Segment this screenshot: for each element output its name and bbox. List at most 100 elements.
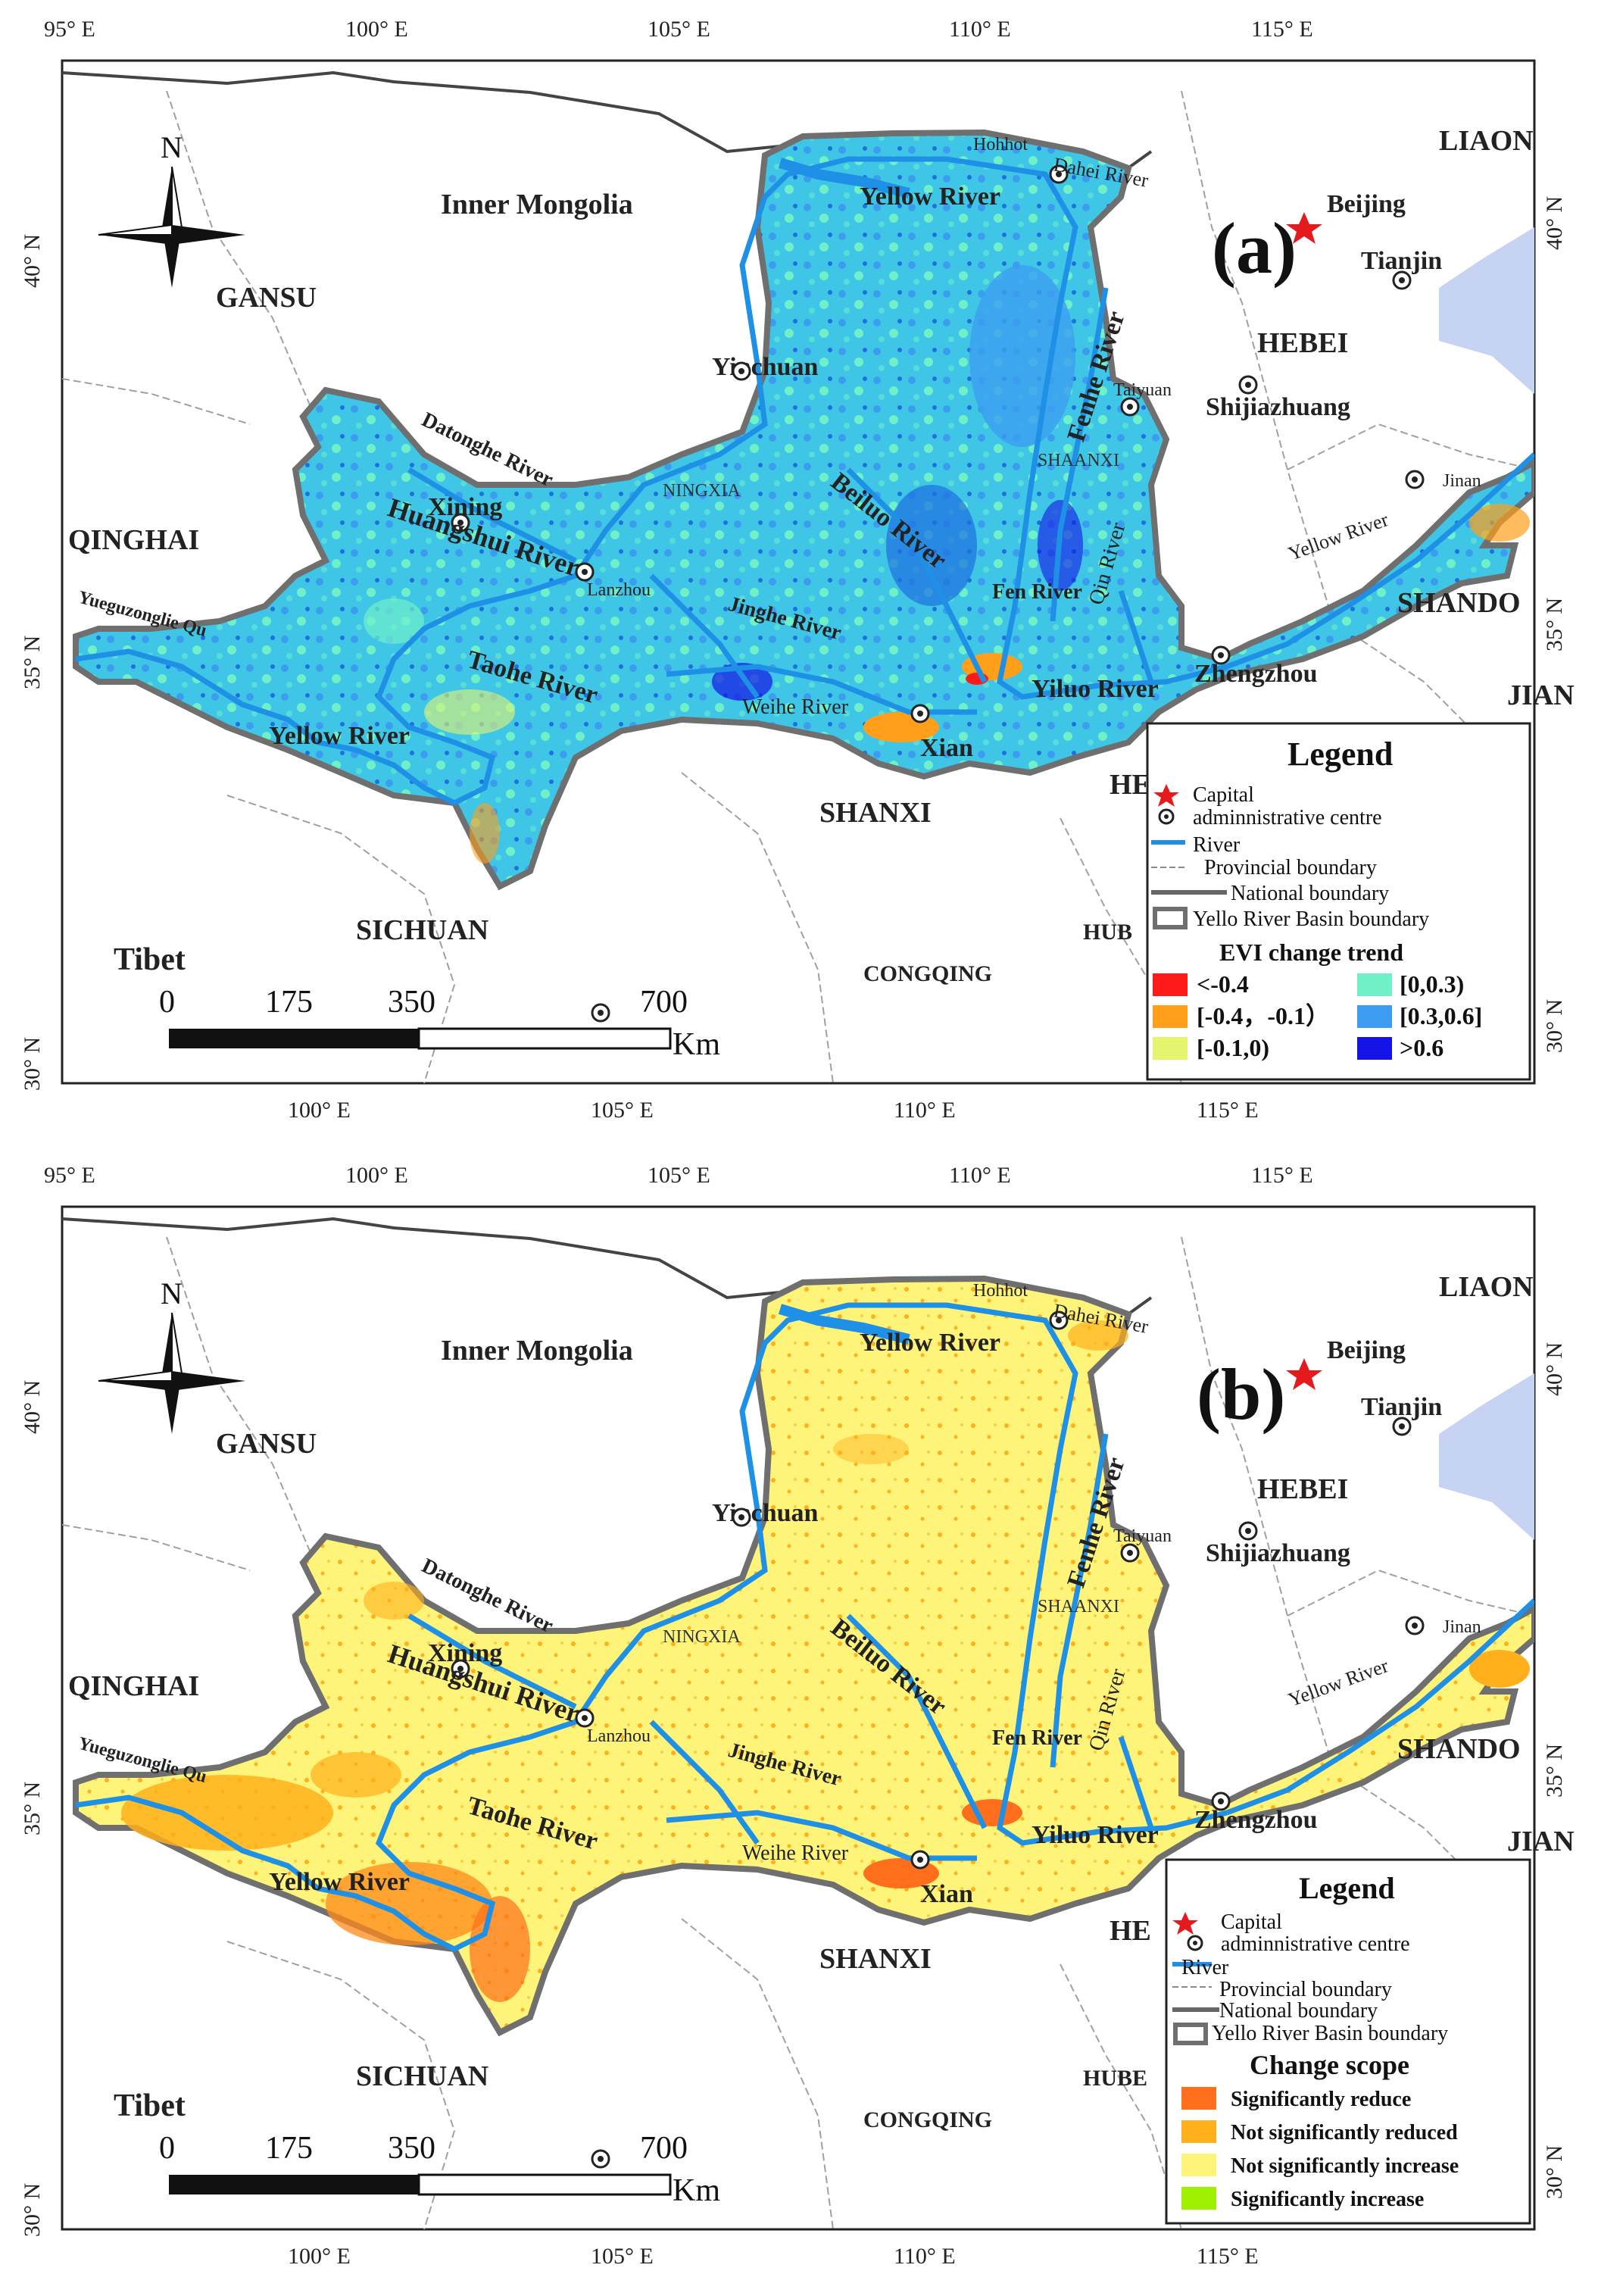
scale-bar: 0 175 350 700 Km — [159, 985, 720, 1062]
province-label: HE — [1110, 769, 1151, 801]
province-label: CONGQING — [863, 961, 992, 986]
province-label: HUB — [1083, 920, 1132, 945]
north-label: N — [161, 130, 183, 164]
legend-label: River — [1193, 833, 1241, 857]
city-label: Zhengzhou — [1194, 660, 1318, 688]
north-label: N — [161, 1276, 183, 1310]
river-label: Fen River — [992, 1726, 1082, 1750]
city-label: Beijing — [1327, 1336, 1406, 1364]
legend-label: Provincial boundary — [1219, 1978, 1392, 2001]
lon-tick: 100° E — [345, 1163, 408, 1188]
river-label: Yiluo River — [1032, 1821, 1159, 1849]
lon-ticks-top: 95° E 100° E 105° E 110° E 115° E — [44, 17, 1313, 42]
province-label: SHAANXI — [1038, 451, 1119, 470]
province-label: Tibet — [114, 942, 186, 977]
lat-tick: 35° N — [1542, 1744, 1567, 1798]
city-label: Tianjin — [1361, 1393, 1442, 1421]
lat-ticks-left: 30° N 35° N 40° N — [20, 234, 45, 1091]
sea — [1439, 227, 1534, 394]
city-label: Zhengzhou — [1194, 1806, 1318, 1834]
province-label: CONGQING — [863, 2107, 992, 2132]
legend-label: Capital — [1221, 1910, 1282, 1934]
lon-tick: 100° E — [345, 17, 408, 42]
city-labels: Beijing Tianjin Shijiazhuang Zhengzhou X… — [428, 1336, 1442, 1908]
map-panel-b: 95° E 100° E 105° E 110° E 115° E 100° E… — [0, 1146, 1598, 2292]
lon-tick: 105° E — [648, 1163, 710, 1188]
legend-label: Capital — [1193, 783, 1254, 807]
scale-tick: 350 — [388, 985, 435, 1020]
map-panel-a: 95° E 100° E 105° E 110° E 115° E 100° E… — [0, 0, 1598, 1146]
province-label: Inner Mongolia — [441, 1335, 633, 1367]
lat-tick: 35° N — [20, 1782, 45, 1835]
scale-tick: 700 — [640, 2131, 688, 2166]
lon-ticks-bottom: 100° E 105° E 110° E 115° E — [288, 2244, 1259, 2269]
legend-star-icon — [1153, 784, 1179, 807]
evi-patches — [364, 265, 1530, 864]
city-label: Xian — [920, 734, 973, 762]
province-labels: Inner Mongolia GANSU QINGHAI SICHUAN SHA… — [68, 1271, 1575, 2092]
lon-tick: 110° E — [949, 1163, 1011, 1188]
province-label: QINGHAI — [68, 524, 199, 556]
lon-tick: 115° E — [1251, 1163, 1313, 1188]
lon-tick: 110° E — [894, 1098, 956, 1123]
lon-tick: 105° E — [591, 2244, 654, 2269]
lon-tick: 105° E — [648, 17, 710, 42]
north-arrow-icon: N — [98, 1276, 245, 1434]
legend-class-label: [0,0.3) — [1400, 970, 1464, 998]
panel-label: (b) — [1197, 1354, 1285, 1435]
province-label: SICHUAN — [356, 2060, 488, 2092]
legend-label: Yello River Basin boundary — [1212, 2022, 1448, 2045]
legend-label: Provincial boundary — [1204, 856, 1377, 879]
province-label: Tibet — [114, 2088, 186, 2123]
legend-class-label: Not significantly increase — [1231, 2154, 1459, 2178]
legend-class-label: Significantly increase — [1231, 2188, 1424, 2211]
province-label: HUBE — [1083, 2066, 1147, 2091]
river-label: Yiluo River — [1032, 675, 1159, 703]
legend-label: National boundary — [1219, 1999, 1378, 2023]
map-a-svg: 95° E 100° E 105° E 110° E 115° E 100° E… — [20, 17, 1575, 1123]
legend-subtitle: Change scope — [1250, 2050, 1409, 2080]
province-label: SHANXI — [819, 1943, 932, 1975]
scale-tick: 0 — [159, 985, 175, 1020]
province-label: SHANDO — [1397, 587, 1521, 619]
city-label: Shijiazhuang — [1206, 393, 1350, 421]
city-label: Hohhot — [973, 135, 1028, 155]
scale-tick: 350 — [388, 2131, 435, 2166]
province-label: JIAN — [1507, 1826, 1575, 1857]
lon-tick: 95° E — [44, 1163, 95, 1188]
city-label: Taiyuan — [1113, 1526, 1172, 1546]
lat-tick: 35° N — [1542, 598, 1567, 651]
lat-tick: 35° N — [20, 636, 45, 689]
legend-class-label: [0.3,0.6] — [1400, 1002, 1482, 1029]
province-label: SICHUAN — [356, 914, 488, 946]
lon-tick: 115° E — [1251, 17, 1313, 42]
lon-ticks-bottom: 100° E 105° E 110° E 115° E — [288, 1098, 1259, 1123]
city-label: Jinan — [1443, 1617, 1481, 1637]
lon-tick: 115° E — [1197, 1098, 1259, 1123]
legend-class-label: [-0.1,0) — [1197, 1034, 1269, 1061]
province-label: LIAON — [1439, 1271, 1534, 1303]
province-label: HE — [1110, 1915, 1151, 1947]
legend-class-label: >0.6 — [1400, 1034, 1444, 1061]
province-label: HEBEI — [1257, 327, 1348, 359]
river-label: Yellow River — [860, 1329, 1000, 1357]
legend-class-label: Significantly reduce — [1231, 2088, 1411, 2111]
legend-star-icon — [1172, 1912, 1198, 1935]
rivers — [75, 156, 1534, 806]
river-label: Yellow River — [269, 722, 410, 750]
legend-title: Legend — [1299, 1871, 1395, 1905]
scale-tick: 175 — [265, 985, 313, 1020]
rivers — [75, 1302, 1534, 1952]
lon-ticks-top: 95° E 100° E 105° E 110° E 115° E — [44, 1163, 1313, 1188]
city-markers — [451, 164, 1425, 723]
province-label: LIAON — [1439, 125, 1534, 157]
legend: Legend Capital adminnistrative centre Ri… — [1146, 722, 1531, 1081]
province-label: SHAANXI — [1038, 1597, 1119, 1617]
lon-tick: 110° E — [949, 17, 1011, 42]
panel-label: (a) — [1212, 208, 1297, 289]
city-label: Hohhot — [973, 1281, 1028, 1301]
city-labels: Beijing Tianjin Shijiazhuang Zhengzhou X… — [428, 190, 1442, 762]
scale-tick: 175 — [265, 2131, 313, 2166]
legend-class-label: <-0.4 — [1197, 970, 1249, 998]
yellow-river-basin — [73, 1275, 1534, 2037]
